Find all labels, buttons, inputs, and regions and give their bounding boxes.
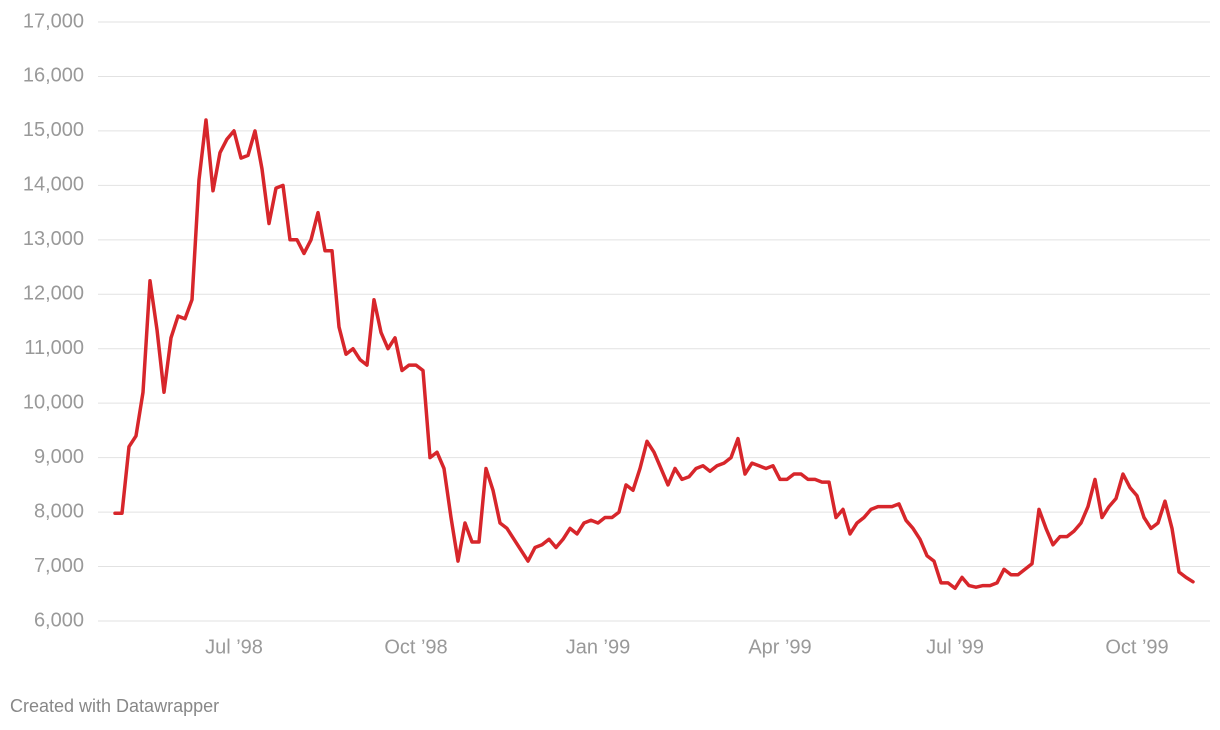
x-tick-label: Jul ’99 <box>926 636 984 658</box>
y-tick-label: 13,000 <box>23 228 84 250</box>
x-tick-label: Jul ’98 <box>205 636 263 658</box>
x-tick-label: Jan ’99 <box>566 636 631 658</box>
y-tick-label: 11,000 <box>24 337 84 359</box>
y-tick-label: 15,000 <box>23 119 84 141</box>
y-tick-label: 14,000 <box>23 174 84 196</box>
data-line <box>113 118 1195 591</box>
x-tick-label: Apr ’99 <box>748 636 811 658</box>
y-tick-label: 8,000 <box>34 500 84 522</box>
y-tick-label: 16,000 <box>23 65 84 87</box>
x-tick-label: Oct ’98 <box>384 636 447 658</box>
y-tick-label: 9,000 <box>34 446 84 468</box>
x-tick-label: Oct ’99 <box>1105 636 1168 658</box>
y-tick-label: 17,000 <box>23 10 84 32</box>
y-tick-label: 10,000 <box>23 391 84 413</box>
y-tick-label: 7,000 <box>34 555 84 577</box>
y-tick-label: 12,000 <box>23 283 84 305</box>
footer: Created with Datawrapper <box>10 696 219 716</box>
y-tick-label: 6,000 <box>34 609 84 631</box>
